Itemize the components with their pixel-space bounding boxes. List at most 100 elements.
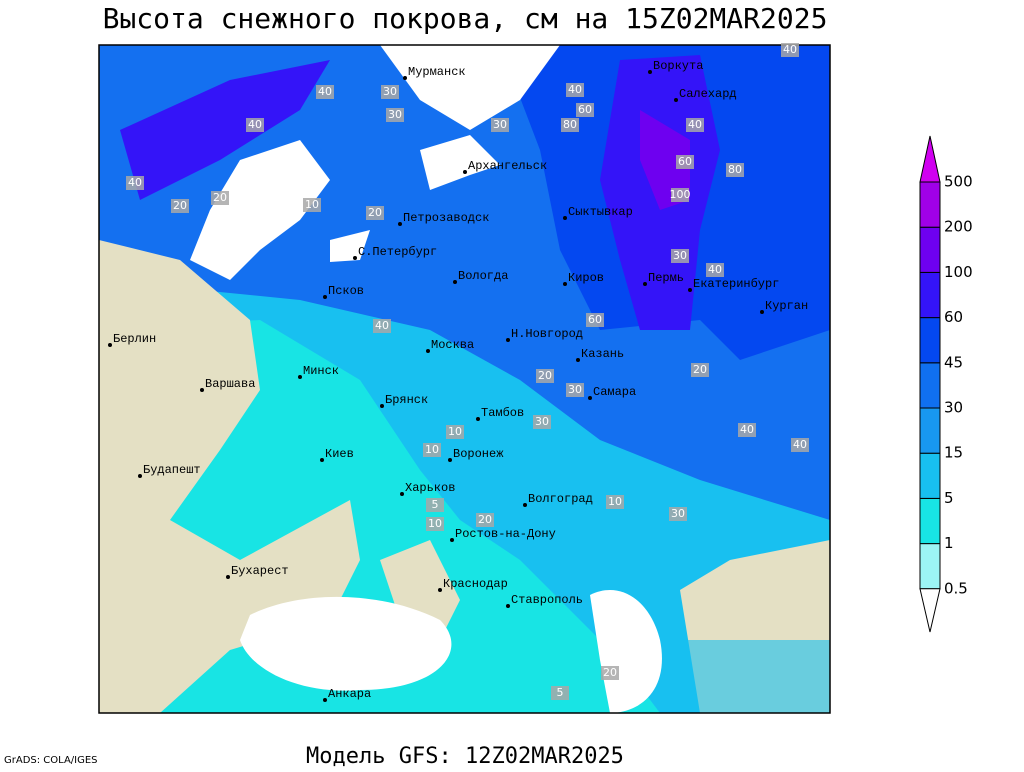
- city-dot: [400, 492, 404, 496]
- city-dot: [438, 588, 442, 592]
- city-dot: [403, 76, 407, 80]
- contour-label-bg: [426, 498, 444, 512]
- contour-label: 80: [563, 118, 577, 131]
- colorbar-box: [919, 543, 941, 590]
- city-dot: [353, 256, 357, 260]
- city-label: Тамбов: [481, 406, 524, 420]
- city-dot: [450, 538, 454, 542]
- contour-label-bg: [373, 319, 391, 333]
- city-label: Курган: [765, 299, 808, 313]
- city-label: Казань: [581, 347, 624, 361]
- colorbar-box: [919, 452, 941, 499]
- contour-label: 20: [173, 199, 187, 212]
- contour-label-bg: [381, 85, 399, 99]
- city-label: Мурманск: [408, 65, 466, 79]
- city-label: Воркута: [653, 59, 703, 73]
- colorbar-label: 5: [944, 489, 954, 507]
- colorbar-box: [919, 317, 941, 364]
- contour-label: 20: [478, 513, 492, 526]
- city-dot: [380, 404, 384, 408]
- contour-label-bg: [171, 199, 189, 213]
- city-dot: [426, 349, 430, 353]
- contour-label: 10: [305, 198, 319, 211]
- contour-label: 20: [213, 191, 227, 204]
- model-info: Модель GFS: 12Z02MAR2025: [306, 744, 624, 768]
- colorbar-box: [919, 362, 941, 409]
- city-dot: [674, 98, 678, 102]
- city-dot: [448, 458, 452, 462]
- contour-label: 40: [793, 438, 807, 451]
- colorbar-label: 30: [944, 399, 963, 417]
- contour-label: 10: [425, 443, 439, 456]
- colorbar-box: [919, 181, 941, 228]
- contour-label-bg: [606, 495, 624, 509]
- credit: GrADS: COLA/IGES: [4, 755, 98, 766]
- contour-label-bg: [676, 155, 694, 169]
- colorbar-label: 200: [944, 218, 973, 236]
- colorbar-label: 60: [944, 308, 963, 326]
- contour-label-bg: [491, 118, 509, 132]
- contour-label: 30: [383, 85, 397, 98]
- contour-label-bg: [671, 249, 689, 263]
- contour-label-bg: [426, 517, 444, 531]
- contour-label: 80: [728, 163, 742, 176]
- city-label: Сыктывкар: [568, 205, 633, 219]
- contour-label-bg: [576, 103, 594, 117]
- contour-label: 40: [568, 83, 582, 96]
- contour-label: 30: [673, 249, 687, 262]
- city-dot: [138, 474, 142, 478]
- contour-label-bg: [551, 686, 569, 700]
- contour-label-bg: [706, 263, 724, 277]
- city-label: Москва: [431, 338, 474, 352]
- colorbar-cap: [919, 588, 941, 633]
- city-dot: [563, 216, 567, 220]
- city-dot: [453, 280, 457, 284]
- contour-label: 40: [375, 319, 389, 332]
- contour-label: 30: [671, 507, 685, 520]
- city-dot: [576, 358, 580, 362]
- contour-label: 20: [368, 206, 382, 219]
- contour-label-bg: [586, 313, 604, 327]
- colorbar-label: 45: [944, 353, 963, 371]
- city-label: Бухарест: [231, 564, 289, 578]
- city-label: Будапешт: [143, 463, 201, 477]
- city-dot: [226, 575, 230, 579]
- city-label: Минск: [303, 364, 339, 378]
- city-dot: [563, 282, 567, 286]
- city-label: Волгоград: [528, 492, 593, 506]
- contour-label: 30: [535, 415, 549, 428]
- colorbar-label: 100: [944, 263, 973, 281]
- contour-label-bg: [211, 191, 229, 205]
- city-label: Воронеж: [453, 447, 504, 461]
- contour-label-bg: [366, 206, 384, 220]
- contour-label: 20: [693, 363, 707, 376]
- city-label: Анкара: [328, 687, 371, 701]
- contour-label: 40: [688, 118, 702, 131]
- contour-label-bg: [781, 43, 799, 57]
- city-label: Киев: [325, 447, 354, 461]
- colorbar-box: [919, 271, 941, 319]
- contour-label: 5: [557, 686, 564, 699]
- contour-label-bg: [536, 369, 554, 383]
- contour-label-bg: [386, 108, 404, 122]
- contour-label: 5: [432, 498, 439, 511]
- city-dot: [643, 282, 647, 286]
- city-label: Самара: [593, 385, 636, 399]
- contour-label-bg: [423, 443, 441, 457]
- contour-label-bg: [738, 423, 756, 437]
- colorbar-box: [919, 497, 941, 545]
- city-label: Краснодар: [443, 577, 508, 591]
- city-label: Киров: [568, 271, 604, 285]
- city-dot: [648, 70, 652, 74]
- city-dot: [323, 698, 327, 702]
- city-dot: [760, 310, 764, 314]
- contour-label: 10: [608, 495, 622, 508]
- contour-label-bg: [601, 666, 619, 680]
- contour-label: 30: [568, 383, 582, 396]
- colorbar-box: [919, 407, 941, 454]
- city-dot: [688, 288, 692, 292]
- contour-label-bg: [686, 118, 704, 132]
- city-label: Ставрополь: [511, 593, 583, 607]
- city-label: Варшава: [205, 377, 255, 391]
